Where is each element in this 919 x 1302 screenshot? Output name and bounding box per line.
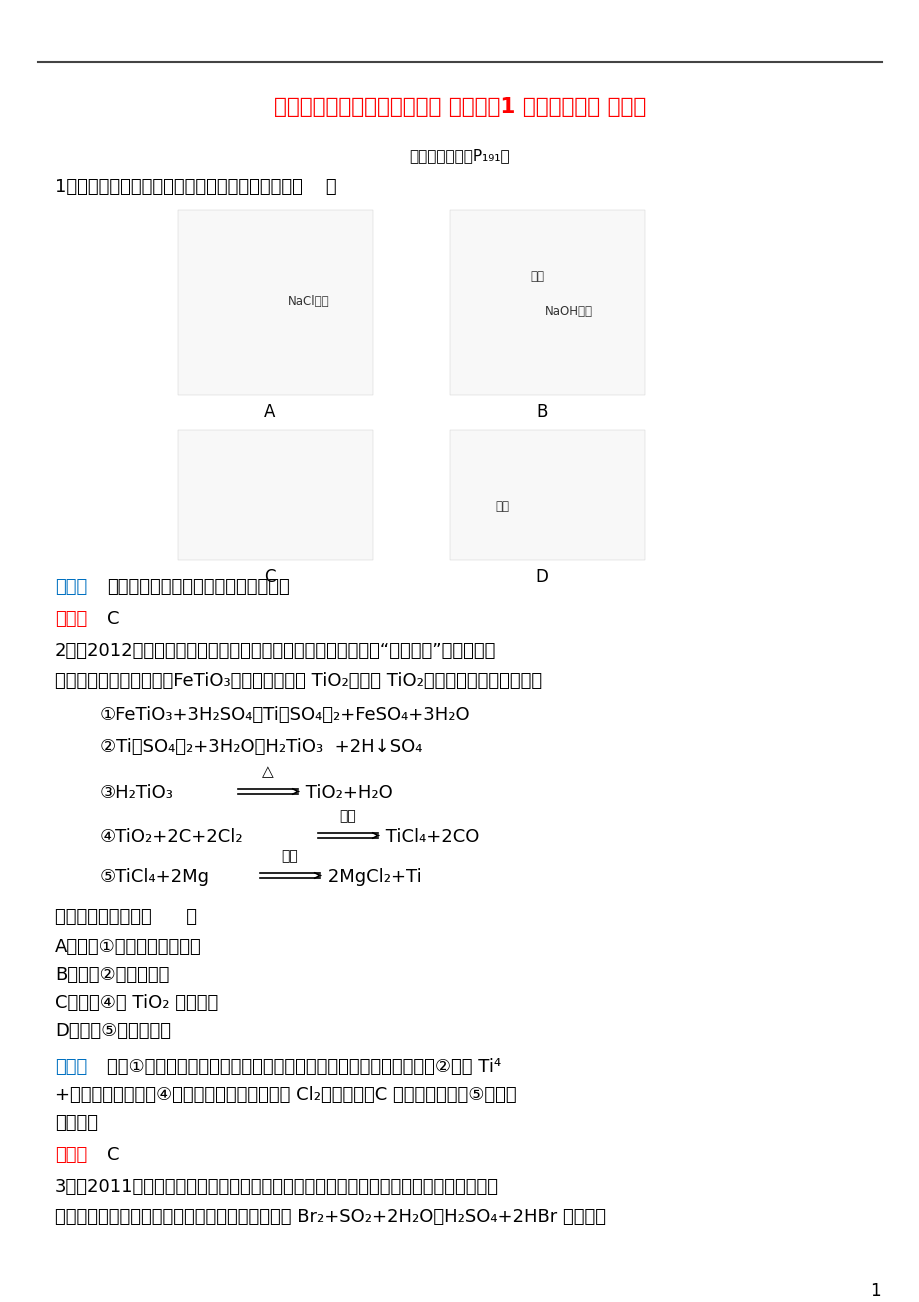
Text: ④TiO₂+2C+2Cl₂: ④TiO₂+2C+2Cl₂ [100, 828, 244, 846]
Text: A．反应①是非氧化还原反应: A．反应①是非氧化还原反应 [55, 937, 201, 956]
Text: 石油: 石油 [494, 500, 508, 513]
Text: △: △ [262, 764, 274, 779]
Text: 答案：: 答案： [55, 611, 87, 628]
Text: A: A [264, 404, 276, 421]
Bar [177, 430, 372, 560]
Text: D: D [535, 568, 548, 586]
Text: 答案：: 答案： [55, 1146, 87, 1164]
Text: ①FeTiO₃+3H₂SO₄＝Ti（SO₄）₂+FeSO₄+3H₂O: ①FeTiO₃+3H₂SO₄＝Ti（SO₄）₂+FeSO₄+3H₂O [100, 706, 471, 724]
Text: 3．（2011上海高考）氧化还原反应中，水的作用可以是氧化剂、还原剂、既是氧化剂又: 3．（2011上海高考）氧化还原反应中，水的作用可以是氧化剂、还原剂、既是氧化剂… [55, 1178, 498, 1197]
Text: TiO₂+H₂O: TiO₂+H₂O [300, 784, 392, 802]
Text: 换反应。: 换反应。 [55, 1115, 98, 1131]
Text: C: C [107, 1146, 119, 1164]
Bar [449, 210, 644, 395]
Text: +的水解反应；反应④属于氧化还原反应，其中 Cl₂作氧化剂，C 作还原剂；反应⑤属于置: +的水解反应；反应④属于氧化还原反应，其中 Cl₂作氧化剂，C 作还原剂；反应⑤… [55, 1086, 516, 1104]
Text: C．反应④中 TiO₂ 是氧化剂: C．反应④中 TiO₂ 是氧化剂 [55, 993, 218, 1012]
Text: B: B [536, 404, 547, 421]
Text: 解析：: 解析： [55, 1059, 87, 1075]
Text: ⑤TiCl₄+2Mg: ⑤TiCl₄+2Mg [100, 868, 210, 885]
Text: C: C [107, 611, 119, 628]
Text: 反应①中各元素的化合价没有发生变化，属于非氧化还原反应；反应②属于 Ti⁴: 反应①中各元素的化合价没有发生变化，属于非氧化还原反应；反应②属于 Ti⁴ [107, 1059, 501, 1075]
Text: 1．下列操作过程中一定有氧化还原反应发生的是（    ）: 1．下列操作过程中一定有氧化还原反应发生的是（ ） [55, 178, 336, 197]
Text: 高温: 高温 [339, 809, 356, 823]
Bar [449, 430, 644, 560]
Text: NaOH溶液: NaOH溶液 [544, 305, 593, 318]
Text: 2．（2012临沂模拟）单质钓的机械强度高，抗腔蓄能力强，有“未来金属”之称。工业: 2．（2012临沂模拟）单质钓的机械强度高，抗腔蓄能力强，有“未来金属”之称。工… [55, 642, 496, 660]
Text: C: C [264, 568, 276, 586]
Text: ②Ti（SO₄）₂+3H₂O＝H₂TiO₃  +2H↓SO₄: ②Ti（SO₄）₂+3H₂O＝H₂TiO₃ +2H↓SO₄ [100, 738, 422, 756]
Text: 上常用硒酸分解钓鲁矿（FeTiO₃）的方法来制取 TiO₂，再由 TiO₂制金属钓，主要反应有：: 上常用硒酸分解钓鲁矿（FeTiO₃）的方法来制取 TiO₂，再由 TiO₂制金属… [55, 672, 541, 690]
Text: TiCl₄+2CO: TiCl₄+2CO [380, 828, 479, 846]
Bar [177, 210, 372, 395]
Text: （对应学生用书P₁₉₁）: （对应学生用书P₁₉₁） [409, 148, 510, 163]
Text: 2MgCl₂+Ti: 2MgCl₂+Ti [322, 868, 421, 885]
Text: 盐酸: 盐酸 [529, 270, 543, 283]
Text: 《优化指导》高考化学总复习 课时作业1 氧化还原反应 人教版: 《优化指导》高考化学总复习 课时作业1 氧化还原反应 人教版 [274, 98, 645, 117]
Text: 是还原剂、既非氧化剂又非还原剂等。下列反应与 Br₂+SO₂+2H₂O＝H₂SO₄+2HBr 相比较，: 是还原剂、既非氧化剂又非还原剂等。下列反应与 Br₂+SO₂+2H₂O＝H₂SO… [55, 1208, 606, 1226]
Text: 下列叙述错误的是（      ）: 下列叙述错误的是（ ） [55, 907, 197, 926]
Text: NaCl溶液: NaCl溶液 [288, 296, 329, 309]
Text: 解析：: 解析： [55, 578, 87, 596]
Text: 1: 1 [868, 1282, 879, 1299]
Text: 电解过程实质是发生了氧化还原反应。: 电解过程实质是发生了氧化还原反应。 [107, 578, 289, 596]
Text: 高温: 高温 [281, 849, 298, 863]
Text: B．反应②是水解反应: B．反应②是水解反应 [55, 966, 169, 984]
Text: D．反应⑤是置换反应: D．反应⑤是置换反应 [55, 1022, 171, 1040]
Text: ③H₂TiO₃: ③H₂TiO₃ [100, 784, 174, 802]
